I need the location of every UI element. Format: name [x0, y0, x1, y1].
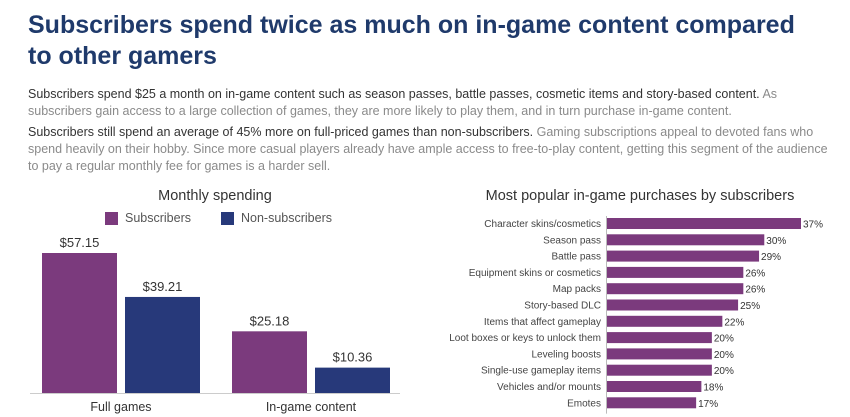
hbar-category-label: Emotes [567, 398, 601, 409]
paragraph-body: Gaming subscriptions appeal to devoted f… [28, 125, 828, 173]
bar-value-label: $57.15 [60, 235, 100, 250]
monthly-spending-title: Monthly spending [158, 188, 272, 204]
hbar-11 [607, 397, 697, 409]
category-label: In-game content [266, 400, 357, 414]
bar-value-label: $25.18 [250, 313, 290, 328]
hbar-value-label: 22% [724, 317, 744, 328]
bar-subscribers-0 [42, 253, 117, 393]
hbar-value-label: 37% [803, 220, 823, 231]
hbar-value-label: 18% [703, 383, 723, 394]
hbar-category-label: Character skins/cosmetics [484, 219, 601, 230]
page-title: Subscribers spend twice as much on in-ga… [28, 11, 795, 70]
hbar-10 [607, 381, 702, 392]
hbar-0 [607, 218, 801, 229]
bar-value-label: $10.36 [333, 350, 373, 365]
legend-label: Subscribers [125, 211, 191, 225]
hbar-4 [607, 283, 744, 295]
hbar-6 [607, 315, 723, 327]
hbar-category-label: Vehicles and/or mounts [497, 382, 601, 393]
popular-purchases-title: Most popular in-game purchases by subscr… [485, 188, 795, 204]
legend-label: Non-subscribers [241, 211, 333, 225]
hbar-value-label: 29% [761, 252, 781, 263]
legend-swatch-subscribers [105, 211, 118, 225]
hbar-value-label: 20% [714, 334, 734, 345]
hbar-2 [607, 250, 760, 262]
hbar-value-label: 26% [745, 268, 765, 279]
intro-paragraph-1: Subscribers spend $25 a month on in-game… [28, 86, 828, 120]
hbar-category-label: Story-based DLC [524, 301, 601, 312]
paragraph-lead: Subscribers spend $25 a month on in-game… [28, 87, 760, 101]
intro-paragraph-2: Subscribers still spend an average of 45… [28, 124, 828, 175]
category-label: Full games [90, 400, 151, 414]
hbar-category-label: Single-use gameplay items [481, 366, 601, 377]
hbar-category-label: Items that affect gameplay [484, 317, 601, 328]
legend-item-subscribers: Subscribers [105, 211, 191, 225]
hbar-value-label: 17% [698, 399, 718, 410]
hbar-category-label: Equipment skins or cosmetics [469, 268, 601, 279]
bar-non-subscribers-1 [315, 367, 390, 393]
bar-non-subscribers-0 [125, 296, 200, 393]
hbar-value-label: 30% [766, 236, 786, 247]
hbar-category-label: Battle pass [552, 252, 601, 263]
legend-item-non-subscribers: Non-subscribers [221, 211, 332, 225]
hbar-category-label: Loot boxes or keys to unlock them [449, 333, 601, 344]
paragraph-body: As subscribers gain access to a large co… [28, 87, 778, 118]
hbar-value-label: 26% [745, 285, 765, 296]
paragraph-lead: Subscribers still spend an average of 45… [28, 125, 534, 139]
hbar-category-label: Map packs [553, 284, 601, 295]
hbar-1 [607, 234, 765, 246]
hbar-category-label: Leveling boosts [532, 349, 602, 360]
hbar-value-label: 20% [714, 366, 734, 377]
hbar-7 [607, 332, 712, 344]
hbar-value-label: 25% [740, 301, 760, 312]
hbar-value-label: 20% [714, 350, 734, 361]
hbar-5 [607, 299, 739, 311]
bar-subscribers-1 [232, 331, 307, 393]
chart-legend: Subscribers Non-subscribers [105, 211, 362, 225]
hbar-3 [607, 266, 744, 278]
legend-swatch-non-subscribers [221, 211, 234, 225]
hbar-8 [607, 348, 712, 360]
hbar-category-label: Season pass [543, 235, 601, 246]
bar-value-label: $39.21 [143, 279, 183, 294]
hbar-9 [607, 364, 712, 376]
